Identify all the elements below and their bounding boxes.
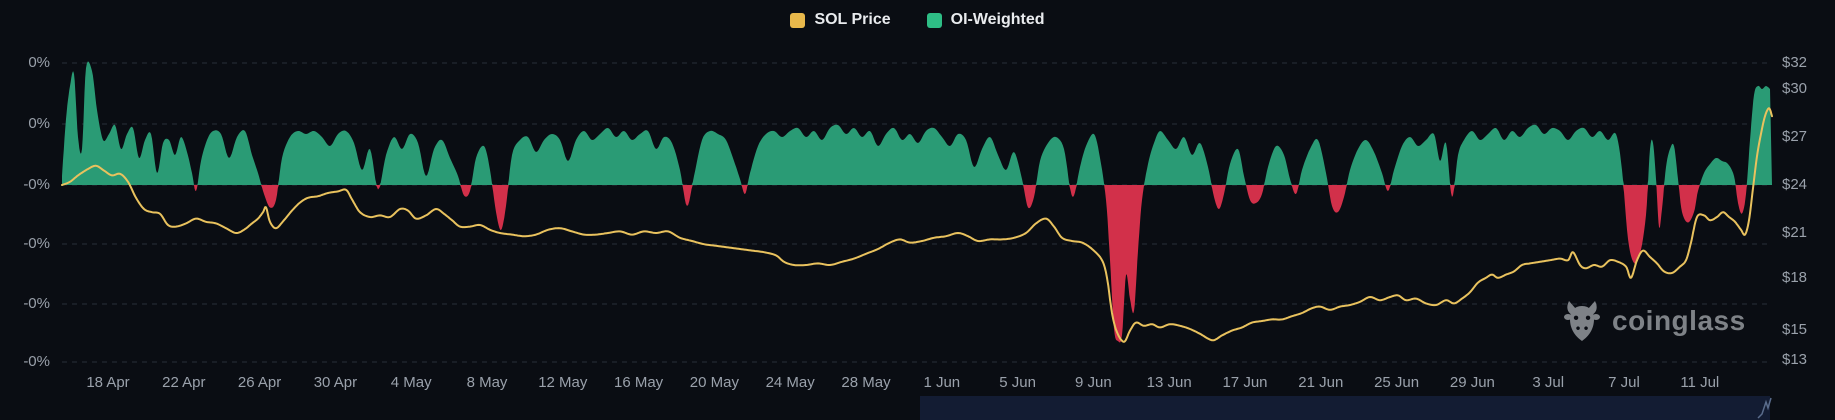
legend-item-oi-weighted[interactable]: OI-Weighted <box>926 11 1045 29</box>
y-axis-left-tick-label: -0% <box>23 295 50 312</box>
y-axis-right-tick-label: $32 <box>1782 54 1808 71</box>
coinglass-bull-icon <box>1564 301 1600 341</box>
y-axis-left-tick-label: -0% <box>23 176 50 193</box>
x-axis-tick-label: 7 Jul <box>1608 374 1640 391</box>
x-axis-tick-label: 30 Apr <box>313 374 358 391</box>
x-axis-tick-label: 12 May <box>538 374 588 391</box>
x-axis-tick-label: 5 Jun <box>999 374 1036 391</box>
sol-price-line <box>61 107 1773 343</box>
x-axis-tick-label: 20 May <box>689 374 739 391</box>
y-axis-right-tick-label: $27 <box>1782 128 1808 145</box>
y-axis-right-tick-label: $24 <box>1782 176 1808 193</box>
navigator-sparkline <box>1757 397 1772 419</box>
coinglass-wordmark: coinglass <box>1612 305 1746 336</box>
oi-weighted-positive-area <box>62 61 1772 185</box>
x-axis-tick-label: 28 May <box>841 374 891 391</box>
x-axis-tick-label: 24 May <box>765 374 815 391</box>
x-axis-tick-label: 16 May <box>613 374 664 391</box>
y-axis-left-tick-label: 0% <box>28 54 50 71</box>
navigator-selected-range[interactable] <box>920 396 1770 420</box>
y-axis-left-tick-label: -0% <box>23 353 50 370</box>
x-axis-tick-label: 29 Jun <box>1449 374 1495 391</box>
x-axis-tick-label: 9 Jun <box>1075 374 1112 391</box>
x-axis-tick-label: 25 Jun <box>1374 374 1420 391</box>
x-axis-tick-label: 3 Jul <box>1532 374 1565 391</box>
x-axis-tick-label: 11 Jul <box>1680 374 1720 391</box>
legend-item-sol-price[interactable]: SOL Price <box>790 11 891 29</box>
x-axis-tick-label: 8 May <box>466 374 508 391</box>
legend-label-oi-weighted: OI-Weighted <box>950 11 1045 28</box>
x-axis-tick-label: 13 Jun <box>1146 374 1192 391</box>
y-axis-right-tick-label: $30 <box>1782 80 1808 97</box>
x-axis-tick-label: 18 Apr <box>86 374 130 391</box>
sol-price-swatch-icon <box>790 12 806 28</box>
x-axis-tick-label: 4 May <box>390 374 432 391</box>
navigator[interactable] <box>62 396 1772 420</box>
y-axis-right-tick-label: $15 <box>1782 321 1808 338</box>
y-axis-left-tick-label: -0% <box>23 235 50 252</box>
y-axis-left-tick-label: 0% <box>28 115 50 132</box>
legend-label-sol-price: SOL Price <box>814 11 891 28</box>
x-axis-tick-label: 21 Jun <box>1298 374 1344 391</box>
legend: SOL Price OI-Weighted <box>0 8 1835 32</box>
x-axis-tick-label: 1 Jun <box>923 374 961 391</box>
x-axis-tick-label: 26 Apr <box>237 374 282 391</box>
y-axis-right-tick-label: $18 <box>1782 269 1808 286</box>
coinglass-watermark: coinglass <box>1562 300 1746 342</box>
y-axis-right-tick-label: $21 <box>1782 224 1808 241</box>
oi-weighted-negative-area <box>62 185 1772 343</box>
x-axis-tick-label: 17 Jun <box>1222 374 1268 391</box>
y-axis-right-tick-label: $13 <box>1782 351 1808 368</box>
oi-weighted-swatch-icon <box>926 12 942 28</box>
x-axis-tick-label: 22 Apr <box>162 374 206 391</box>
